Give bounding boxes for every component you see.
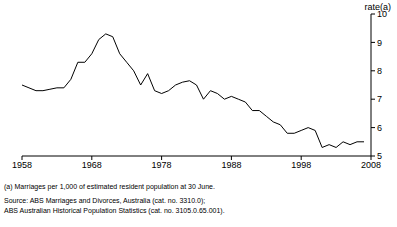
html-text:rate(a): rate(a) [364,2,391,12]
svg-text:1998: 1998 [291,160,311,170]
svg-text:1968: 1968 [82,160,102,170]
svg-text:9: 9 [377,38,382,48]
svg-text:2008: 2008 [361,160,381,170]
svg-text:5: 5 [377,151,382,161]
html-text:Source: ABS Marriages and Divo: Source: ABS Marriages and Divorces, Aust… [4,197,206,204]
svg-text:1958: 1958 [12,160,32,170]
html-text:ABS Australian Historical Popu: ABS Australian Historical Population Sta… [4,207,225,214]
svg-text:6: 6 [377,123,382,133]
svg-text:8: 8 [377,66,382,76]
svg-text:1988: 1988 [221,160,241,170]
svg-text:7: 7 [377,94,382,104]
svg-text:1978: 1978 [152,160,172,170]
html-text:(a) Marriages per 1,000 of est: (a) Marriages per 1,000 of estimated res… [4,183,215,190]
svg-text:10: 10 [377,9,387,19]
